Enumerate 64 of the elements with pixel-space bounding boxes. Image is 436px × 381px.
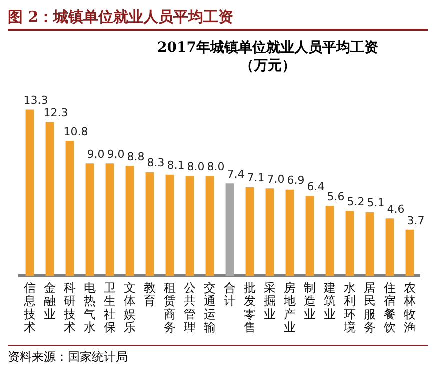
data-label: 9.0 <box>107 148 125 161</box>
bar <box>406 230 414 276</box>
x-tick-label: 批发零售 <box>244 280 256 335</box>
bar <box>386 218 394 276</box>
data-label: 9.0 <box>87 148 105 161</box>
data-label: 5.2 <box>347 195 365 208</box>
x-tick-label: 水利环境 <box>343 280 356 335</box>
bar <box>166 174 174 276</box>
chart-title: 图 2：城镇单位就业人员平均工资 <box>8 8 428 31</box>
data-label: 6.4 <box>307 180 325 194</box>
data-label: 8.0 <box>187 160 205 174</box>
bar <box>206 176 214 276</box>
data-label: 5.1 <box>367 196 385 210</box>
x-tick-label: 合计 <box>224 280 236 308</box>
bar <box>226 184 234 276</box>
text: （万元） <box>239 57 297 75</box>
bar <box>126 166 134 276</box>
x-tick-label: 农林牧渔 <box>403 280 416 335</box>
x-tick-label: 金融业 <box>44 280 56 322</box>
x-tick-label: 房地产业 <box>283 280 296 335</box>
x-tick-label: 建筑业 <box>323 280 336 322</box>
data-label: 6.9 <box>287 174 305 188</box>
data-label: 8.8 <box>127 150 145 164</box>
data-label: 4.6 <box>387 202 405 216</box>
bar <box>146 172 154 276</box>
x-tick-label: 住宿餐饮 <box>383 280 396 335</box>
data-label: 10.8 <box>64 125 88 138</box>
x-tick-label: 文体娱乐 <box>124 280 136 335</box>
x-tick-label: 制造业 <box>304 280 316 322</box>
bar <box>86 164 94 276</box>
bar <box>46 122 54 276</box>
data-label: 5.6 <box>327 190 345 204</box>
x-tick-label: 交通运输 <box>204 280 216 335</box>
data-label: 8.0 <box>207 160 225 174</box>
bar <box>346 211 354 276</box>
x-tick-label: 电热气水 <box>84 280 96 335</box>
bar <box>326 206 334 276</box>
text: 资料来源：国家统计局 <box>8 345 428 366</box>
data-label: 3.7 <box>407 214 425 228</box>
bar <box>106 164 114 276</box>
bar <box>26 110 34 276</box>
x-tick-label: 卫生社保 <box>104 280 116 335</box>
bar <box>286 190 294 276</box>
bar <box>266 188 274 276</box>
x-tick-label: 采掘业 <box>264 280 276 322</box>
x-tick-label: 租赁商务 <box>164 280 176 335</box>
x-tick-label: 居民服务 <box>364 280 376 335</box>
bar <box>186 176 194 276</box>
bar <box>66 141 74 276</box>
x-tick-label: 信息技术 <box>23 280 36 335</box>
bar <box>246 187 254 276</box>
bar <box>306 196 314 276</box>
bar <box>366 212 374 276</box>
data-label: 8.1 <box>167 159 185 172</box>
x-tick-label: 教育 <box>144 280 156 308</box>
data-label: 7.0 <box>267 172 285 186</box>
data-label: 7.1 <box>247 172 265 185</box>
data-label: 7.4 <box>227 168 245 181</box>
chart-subtitle: 2017年城镇单位就业人员平均工资 <box>156 39 380 57</box>
x-tick-label: 科研技术 <box>63 280 76 335</box>
x-tick-label: 公共管理 <box>184 280 196 335</box>
data-label: 8.3 <box>147 156 165 170</box>
data-label: 13.3 <box>24 94 48 108</box>
data-label: 12.3 <box>44 106 68 120</box>
